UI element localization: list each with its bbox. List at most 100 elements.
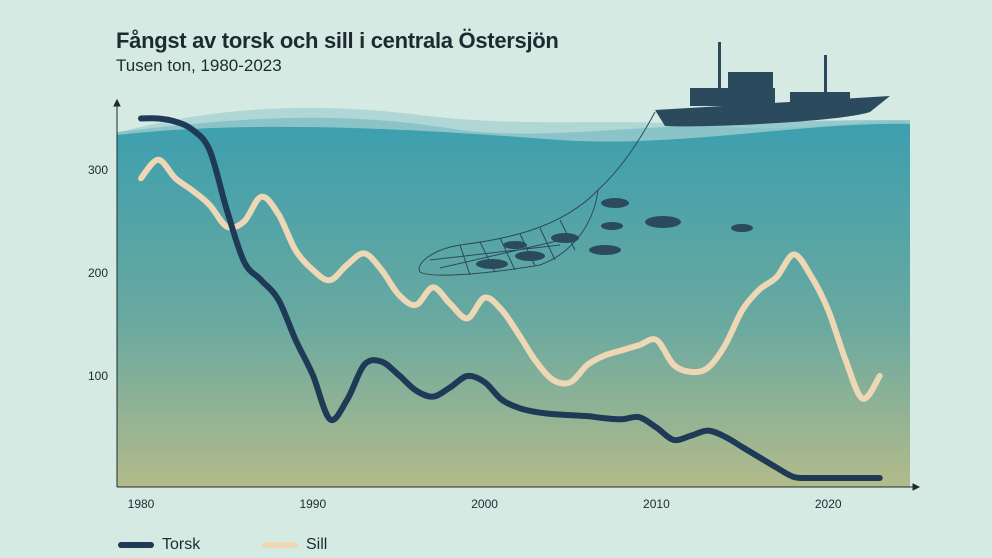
data-point-sill-2003 (533, 359, 539, 365)
data-point-torsk-1983 (190, 127, 196, 133)
data-point-torsk-2002 (516, 405, 522, 411)
data-point-sill-1987 (258, 194, 264, 200)
chart-title: Fångst av torsk och sill i centrala Öste… (116, 28, 559, 53)
data-point-sill-2004 (550, 377, 556, 383)
fish-icon (515, 251, 545, 261)
x-tick-label: 2010 (643, 497, 670, 511)
data-point-sill-2007 (602, 352, 608, 358)
data-point-torsk-1990 (310, 372, 316, 378)
data-point-sill-2001 (499, 307, 505, 313)
data-point-torsk-2018 (791, 474, 797, 480)
data-point-sill-2006 (585, 362, 591, 368)
data-point-torsk-1981 (155, 116, 161, 122)
data-point-sill-1993 (361, 250, 367, 256)
data-point-sill-2010 (653, 337, 659, 343)
y-axis-arrow (113, 98, 121, 107)
data-point-torsk-2023 (877, 475, 883, 481)
series-line-sill (138, 156, 883, 402)
data-point-torsk-2001 (499, 397, 505, 403)
data-point-torsk-2000 (482, 379, 488, 385)
data-point-torsk-1996 (413, 387, 419, 393)
data-point-sill-2011 (671, 362, 677, 368)
data-point-sill-1992 (344, 262, 350, 268)
legend-swatch-sill (262, 542, 298, 548)
series-line-torsk (138, 115, 883, 482)
water-background (117, 107, 910, 488)
data-point-torsk-2009 (636, 414, 642, 420)
data-point-torsk-1994 (379, 359, 385, 365)
data-point-torsk-1997 (430, 394, 436, 400)
data-point-sill-1991 (327, 277, 333, 283)
data-point-sill-1995 (396, 292, 402, 298)
data-point-sill-1998 (447, 301, 453, 307)
fish-icon (601, 222, 623, 230)
data-point-torsk-2020 (825, 475, 831, 481)
data-point-sill-2020 (825, 307, 831, 313)
data-point-torsk-1982 (172, 119, 178, 125)
data-point-sill-1983 (190, 188, 196, 194)
data-point-torsk-1989 (293, 337, 299, 343)
data-point-sill-2002 (516, 332, 522, 338)
y-tick-label: 100 (88, 369, 108, 383)
legend-item-sill: Sill (262, 536, 327, 554)
x-tick-label: 2000 (471, 497, 498, 511)
fish-school (476, 198, 753, 269)
data-point-torsk-2005 (568, 412, 574, 418)
data-point-torsk-2016 (756, 454, 762, 460)
data-point-torsk-1988 (275, 297, 281, 303)
fish-icon (601, 198, 629, 208)
data-point-torsk-1999 (464, 373, 470, 379)
legend-swatch-torsk (118, 542, 154, 548)
fishing-boat-illustration (655, 42, 890, 127)
y-tick-label: 300 (88, 163, 108, 177)
fish-icon (503, 241, 527, 249)
fish-icon (589, 245, 621, 255)
data-point-sill-2008 (619, 347, 625, 353)
legend-label-sill: Sill (306, 536, 328, 553)
x-tick-label: 1990 (299, 497, 326, 511)
data-point-torsk-2008 (619, 416, 625, 422)
data-point-torsk-2013 (705, 428, 711, 434)
legend-label-torsk: Torsk (162, 536, 201, 553)
data-point-torsk-1991 (327, 416, 333, 422)
data-point-torsk-2007 (602, 415, 608, 421)
data-point-sill-1997 (430, 284, 436, 290)
data-point-torsk-2022 (860, 475, 866, 481)
data-point-torsk-1995 (396, 372, 402, 378)
data-point-sill-2015 (739, 307, 745, 313)
data-point-torsk-1986 (241, 259, 247, 265)
data-point-sill-1989 (293, 247, 299, 253)
data-point-sill-2022 (860, 396, 866, 402)
data-point-torsk-2010 (653, 425, 659, 431)
data-point-torsk-2012 (688, 433, 694, 439)
data-point-torsk-2017 (774, 465, 780, 471)
fish-icon (645, 216, 681, 228)
data-point-sill-2019 (808, 273, 814, 279)
x-tick-label: 1980 (128, 497, 155, 511)
data-point-torsk-1998 (447, 384, 453, 390)
data-point-torsk-1980 (138, 116, 144, 122)
data-point-sill-1981 (155, 157, 161, 163)
data-point-torsk-2014 (722, 434, 728, 440)
data-point-sill-1999 (464, 315, 470, 321)
data-point-torsk-1987 (258, 277, 264, 283)
legend-item-torsk: Torsk (118, 536, 200, 554)
data-point-sill-2013 (705, 365, 711, 371)
data-point-torsk-1992 (344, 397, 350, 403)
x-tick-label: 2020 (815, 497, 842, 511)
axes (113, 98, 921, 491)
chart-subtitle: Tusen ton, 1980-2023 (116, 56, 282, 75)
fish-icon (551, 233, 579, 243)
x-axis-arrow (912, 483, 921, 491)
data-point-sill-1996 (413, 302, 419, 308)
data-point-sill-1990 (310, 267, 316, 273)
data-point-sill-2014 (722, 342, 728, 348)
data-point-sill-2017 (774, 274, 780, 280)
fish-icon (476, 259, 508, 269)
data-point-sill-1984 (207, 202, 213, 208)
data-point-torsk-2004 (550, 411, 556, 417)
data-point-torsk-1984 (207, 147, 213, 153)
data-point-sill-1980 (138, 175, 144, 181)
data-point-torsk-2011 (671, 437, 677, 443)
